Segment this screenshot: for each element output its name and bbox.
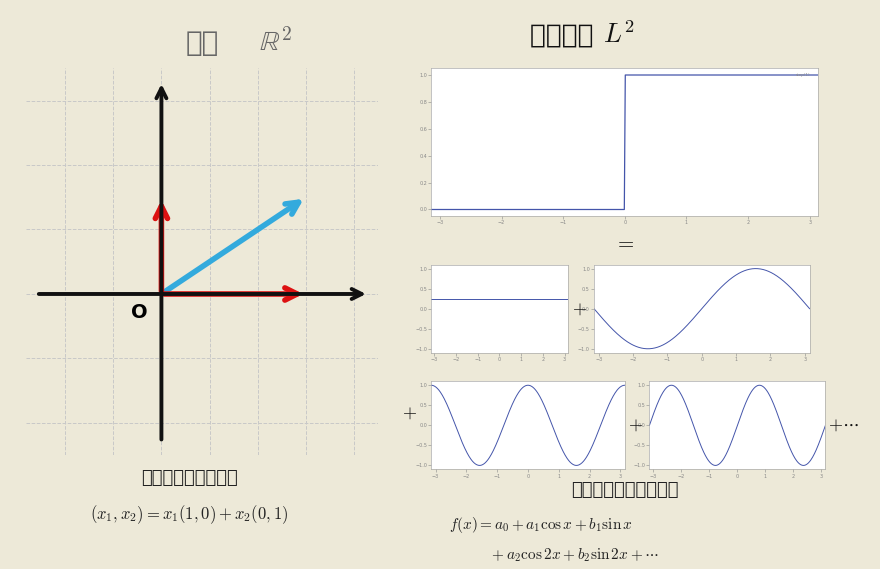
Text: 各成分に分解できる: 各成分に分解できる <box>141 469 238 488</box>
Text: $+$: $+$ <box>627 416 643 434</box>
Text: step(1): step(1) <box>796 73 810 77</box>
Text: $L^2$: $L^2$ <box>603 23 634 50</box>
Text: $+ \cdots$: $+ \cdots$ <box>828 416 858 434</box>
Text: 平面: 平面 <box>186 28 219 57</box>
Text: $\mathbb{R}^2$: $\mathbb{R}^2$ <box>259 28 291 57</box>
Text: $+$: $+$ <box>401 403 417 422</box>
Text: 各成分に分解できる？: 各成分に分解できる？ <box>571 481 678 499</box>
Text: O: O <box>131 303 148 323</box>
Text: $=$: $=$ <box>614 232 635 252</box>
Text: $f(x) = a_0 + a_1\cos x + b_1\sin x$: $f(x) = a_0 + a_1\cos x + b_1\sin x$ <box>449 515 633 535</box>
Text: 関数空間: 関数空間 <box>530 23 603 49</box>
Text: $(x_1, x_2) = x_1(1,0) + x_2(0,1)$: $(x_1, x_2) = x_1(1,0) + x_2(0,1)$ <box>90 504 289 526</box>
Text: $\quad\quad\quad + a_2\cos 2x + b_2\sin 2x + \cdots$: $\quad\quad\quad + a_2\cos 2x + b_2\sin … <box>449 546 659 564</box>
Text: $+$: $+$ <box>571 299 587 318</box>
